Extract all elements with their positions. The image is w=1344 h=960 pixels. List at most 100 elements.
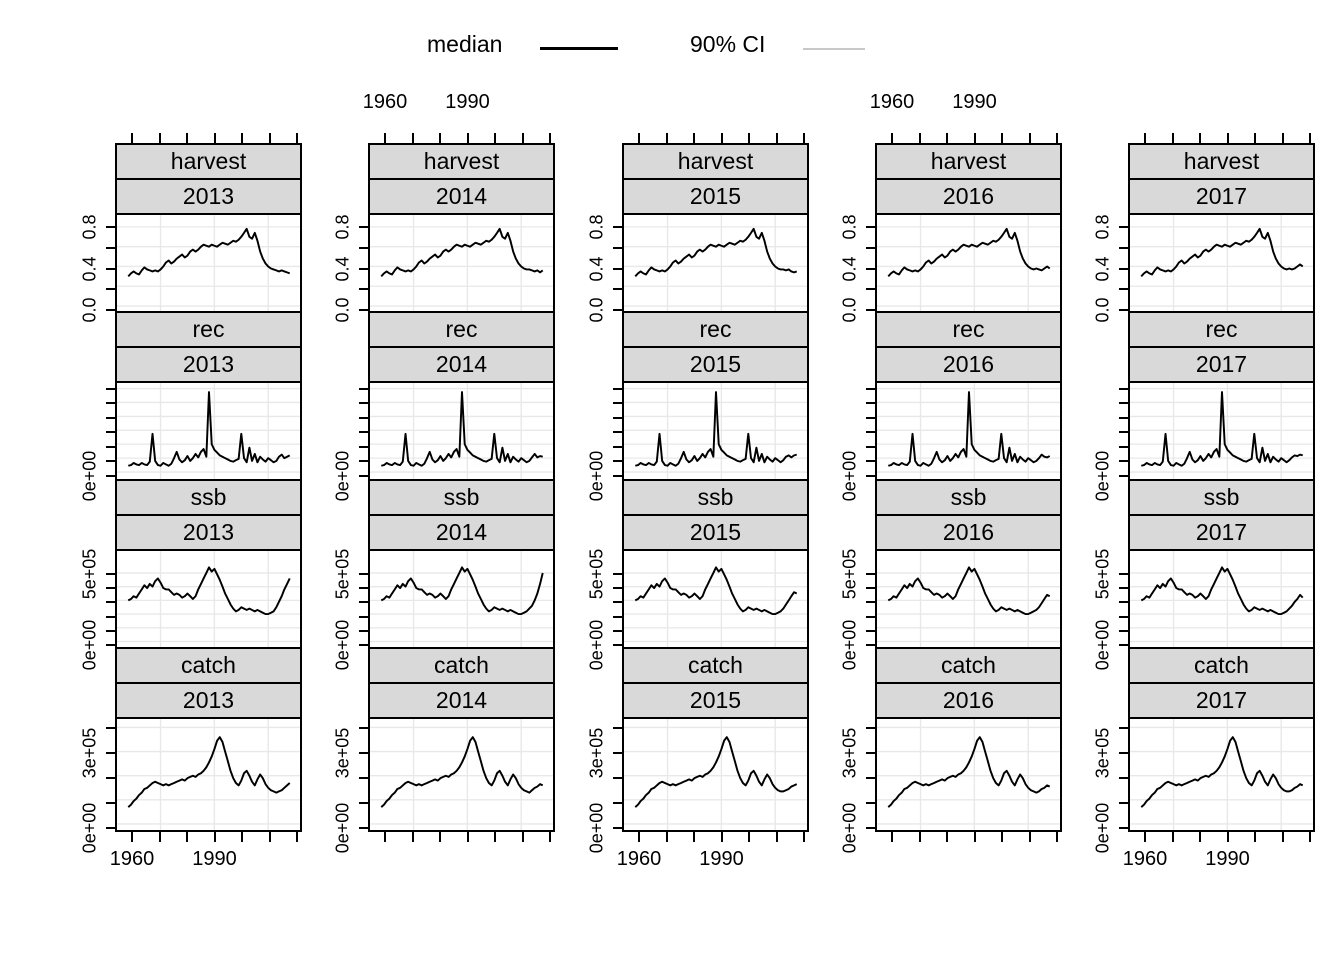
y-tick — [613, 246, 622, 249]
y-tick — [359, 601, 368, 604]
y-tick — [1119, 308, 1128, 311]
y-tick-label: 3e+05 — [839, 727, 860, 779]
y-tick — [1119, 572, 1128, 575]
y-tick-label: 0.8 — [839, 214, 860, 240]
panel-catch-2015: 0e+00 3e+05 — [587, 717, 809, 853]
median-line-harvest — [1140, 227, 1304, 277]
x-tick — [1199, 133, 1201, 143]
x-tick-label-top: 1960 — [869, 91, 915, 113]
plot-area — [117, 551, 300, 647]
plot-area — [624, 719, 807, 830]
y-tick — [613, 726, 622, 729]
x-tick — [466, 133, 469, 143]
y-tick — [106, 644, 115, 647]
y-tick — [1119, 402, 1128, 405]
strip-variable-catch: catch — [368, 647, 555, 684]
strip-variable-catch: catch — [115, 647, 302, 684]
y-tick — [613, 288, 622, 291]
x-tick — [186, 832, 188, 842]
strip-year-2015: 2015 — [622, 346, 809, 383]
y-tick — [359, 246, 368, 249]
x-tick — [241, 133, 243, 143]
panel-catch-2016: 0e+00 3e+05 — [840, 717, 1062, 853]
x-axis-bottom: 1960 1990 — [617, 832, 809, 870]
y-tick-label: 0e+00 — [1092, 450, 1113, 502]
y-tick — [866, 226, 875, 229]
median-line-harvest — [380, 227, 544, 277]
x-axis-bottom: 1960 1990 — [110, 832, 302, 870]
y-tick — [613, 644, 622, 647]
y-tick-label: 0e+00 — [1092, 802, 1113, 854]
panel-ssb-2014: 0e+00 5e+05 — [333, 549, 555, 671]
y-tick — [613, 387, 622, 390]
x-tick — [1254, 832, 1256, 842]
y-tick — [613, 460, 622, 463]
y-tick-label: 5e+05 — [79, 548, 100, 600]
median-line-ssb — [634, 566, 798, 616]
strip-year-2017: 2017 — [1128, 514, 1315, 551]
plot-area — [1130, 551, 1313, 647]
y-tick — [866, 630, 875, 632]
x-tick — [638, 133, 640, 143]
y-tick-label: 0.8 — [332, 214, 353, 240]
strip-year-2015: 2015 — [622, 178, 809, 215]
strip-year-2013: 2013 — [115, 346, 302, 383]
y-tick — [1119, 288, 1128, 291]
panel-rec-2017: 0e+00 — [1093, 381, 1315, 501]
y-tick — [1119, 776, 1128, 779]
x-tick — [521, 832, 524, 842]
x-tick — [131, 832, 133, 842]
strip-variable-ssb: ssb — [1128, 479, 1315, 516]
y-tick — [106, 587, 115, 590]
y-tick — [106, 630, 115, 632]
panel-column-2014: 1960 1990 harvest 2014 0.0 0.4 0.8 rec 2014 0e+00… — [333, 91, 555, 885]
y-tick-label: 0e+00 — [1092, 620, 1113, 671]
panel-column-2016: 1960 1990 harvest 2016 0.0 0.4 0.8 rec 2016 0e+00… — [840, 91, 1062, 885]
strip-variable-rec: rec — [622, 311, 809, 348]
x-tick — [973, 832, 976, 842]
y-tick-label: 0e+00 — [79, 450, 100, 502]
x-tick — [1199, 832, 1201, 842]
strip-year-2013: 2013 — [115, 682, 302, 719]
plot-area — [877, 551, 1060, 647]
strip-year-2015: 2015 — [622, 682, 809, 719]
x-tick — [1056, 832, 1058, 842]
panel-column-2017: harvest 2017 0.0 0.4 0.8 rec 2017 0e+00 ssb 2017 0… — [1093, 125, 1315, 885]
x-tick — [748, 832, 750, 842]
y-tick — [866, 267, 875, 270]
y-tick-label: 0e+00 — [839, 802, 860, 854]
y-tick — [359, 572, 368, 575]
y-tick — [613, 776, 622, 779]
plot-area — [877, 215, 1060, 311]
y-tick — [359, 644, 368, 647]
median-line-rec — [635, 391, 798, 467]
x-tick — [549, 133, 551, 143]
strip-year-2016: 2016 — [875, 682, 1062, 719]
x-tick-label-top: 1990 — [952, 91, 997, 113]
median-line-catch — [380, 736, 544, 808]
plot-area — [1130, 215, 1313, 311]
y-tick — [106, 288, 115, 291]
y-tick-label: 3e+05 — [1092, 727, 1113, 779]
legend-label-median: median — [427, 31, 503, 57]
y-tick-label: 3e+05 — [586, 727, 607, 779]
x-tick-label-bottom: 1960 — [616, 848, 662, 870]
x-tick — [775, 133, 778, 143]
plot-area — [624, 551, 807, 647]
x-axis-top — [622, 125, 809, 143]
x-tick — [946, 133, 948, 143]
plot-area — [1130, 719, 1313, 830]
y-tick — [866, 474, 875, 477]
x-tick — [748, 133, 750, 143]
x-tick — [1144, 832, 1146, 842]
y-tick — [359, 776, 368, 779]
y-tick-label: 0e+00 — [586, 450, 607, 502]
y-tick — [106, 726, 115, 729]
panel-catch-2014: 0e+00 3e+05 — [333, 717, 555, 853]
y-tick — [106, 267, 115, 270]
y-tick — [359, 474, 368, 477]
y-tick — [613, 801, 622, 804]
x-tick — [803, 133, 805, 143]
plot-area — [370, 551, 553, 647]
